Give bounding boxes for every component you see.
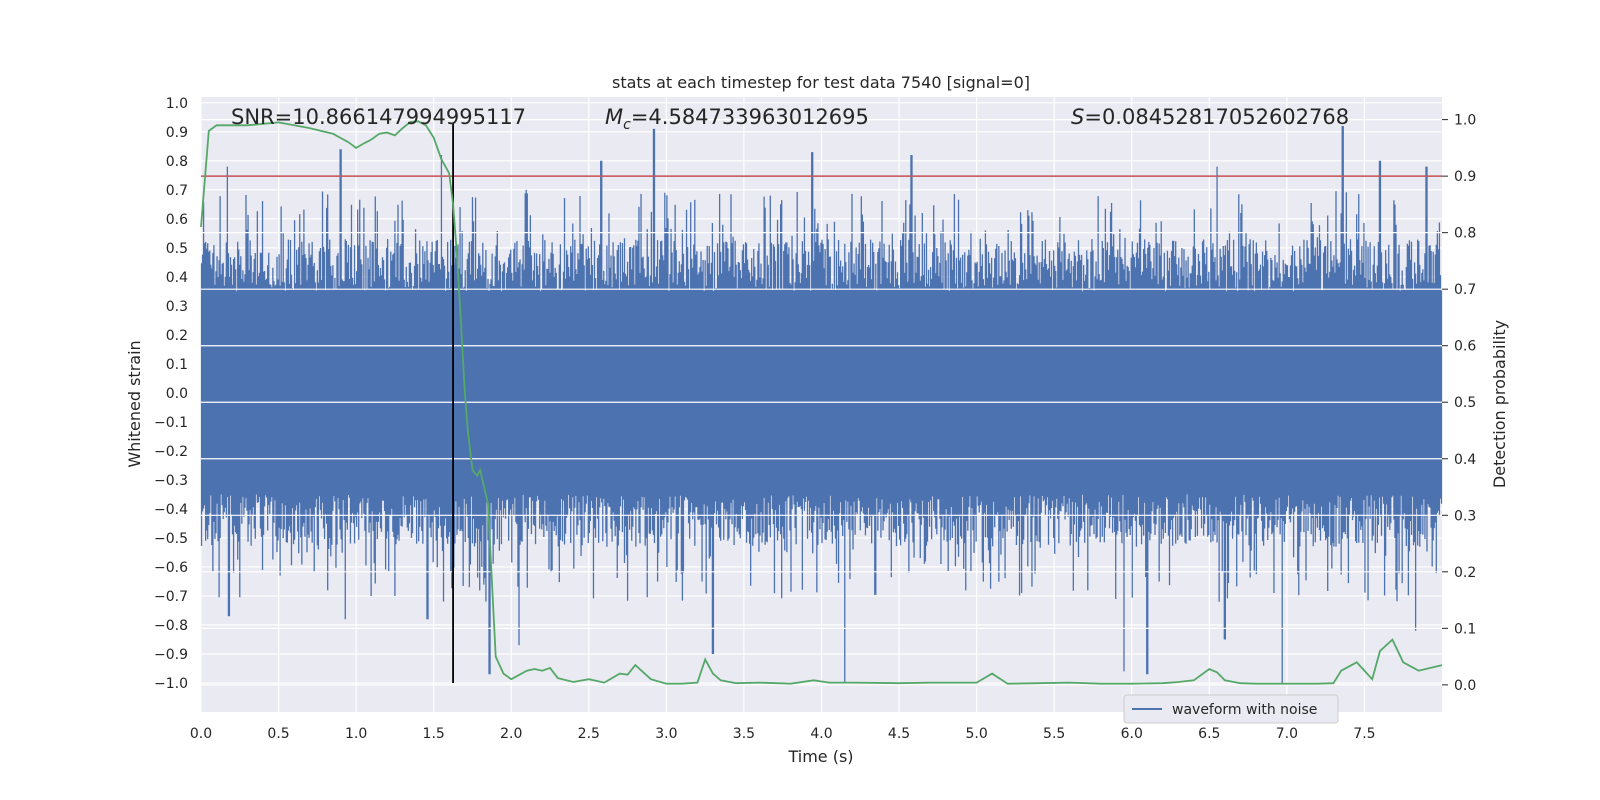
chirp-mass-annotation: Mc=4.584733963012695: [605, 105, 869, 133]
x-tick-label: 3.5: [733, 726, 755, 742]
x-tick-label: 7.0: [1276, 726, 1298, 742]
y-tick-label: −0.4: [154, 502, 188, 518]
x-tick-label: 5.0: [965, 726, 987, 742]
x-tick-label: 6.0: [1121, 726, 1143, 742]
s-annotation: S=0.08452817052602768: [1071, 105, 1349, 129]
y2-tick-label: 0.7: [1454, 282, 1476, 298]
chirp-mass-value: =4.584733963012695: [631, 105, 869, 129]
y2-tick-label: 0.3: [1454, 508, 1476, 524]
y-axis-ticks: 1.0 0.9 0.8 0.7 0.6 0.5 0.4 0.3 0.2 0.1 0.0 −0.1 −0.…: [154, 96, 188, 692]
y-tick-label: 0.2: [166, 328, 188, 344]
y-tick-label: 0.5: [166, 241, 188, 257]
y-tick-label: 0.3: [166, 299, 188, 315]
x-axis-label: Time (s): [787, 747, 853, 766]
y-tick-label: 0.0: [166, 386, 188, 402]
y2-axis-label: Detection probability: [1490, 320, 1509, 488]
legend-box: [1123, 694, 1339, 724]
y2-tick-label: 0.5: [1454, 395, 1476, 411]
probability-line: [200, 120, 1443, 685]
y2-tick-label: 0.4: [1454, 452, 1476, 468]
x-tick-label: 1.5: [423, 726, 445, 742]
y-tick-label: 1.0: [166, 96, 188, 112]
waveform-series: [200, 126, 1443, 683]
chirp-mass-symbol: M: [605, 105, 623, 129]
y-tick-label: −0.6: [154, 560, 188, 576]
x-tick-label: 3.0: [655, 726, 677, 742]
x-tick-label: 6.5: [1198, 726, 1220, 742]
y-tick-label: 0.4: [166, 270, 188, 286]
legend-label: waveform with noise: [1172, 702, 1317, 718]
y2-tick-label: 0.9: [1454, 169, 1476, 185]
x-tick-label: 0.0: [190, 726, 212, 742]
x-tick-label: 2.5: [578, 726, 600, 742]
x-tick-label: 4.5: [888, 726, 910, 742]
y2-tick-label: 0.1: [1454, 621, 1476, 637]
y2-tick-label: 0.8: [1454, 226, 1476, 242]
chirp-mass-subscript: c: [623, 117, 631, 133]
legend: waveform with noise: [1123, 694, 1339, 724]
y2-tick-label: 0.0: [1454, 678, 1476, 694]
y-tick-label: 0.8: [166, 154, 188, 170]
y-tick-label: −0.8: [154, 618, 188, 634]
x-tick-label: 7.5: [1353, 726, 1375, 742]
x-axis-ticks: 0.0 0.5 1.0 1.5 2.0 2.5 3.0 3.5 4.0 4.5 5.0 5.5 6.0 6…: [190, 726, 1376, 742]
s-symbol: S: [1071, 105, 1084, 129]
y-tick-label: −0.9: [154, 647, 188, 663]
y2-tick-label: 1.0: [1454, 113, 1476, 129]
y-tick-label: −0.5: [154, 531, 188, 547]
y2-axis-ticks: 1.0 0.9 0.8 0.7 0.6 0.5 0.4 0.3 0.2 0.1 0.0: [1442, 113, 1476, 694]
y2-tick-label: 0.6: [1454, 339, 1476, 355]
y-tick-label: 0.9: [166, 125, 188, 141]
y-tick-label: −0.2: [154, 444, 188, 460]
y-tick-label: 0.6: [166, 212, 188, 228]
x-tick-label: 4.0: [810, 726, 832, 742]
y2-tick-label: 0.2: [1454, 565, 1476, 581]
y-tick-label: 0.7: [166, 183, 188, 199]
snr-annotation: SNR=10.866147994995117: [231, 105, 526, 129]
x-tick-label: 5.5: [1043, 726, 1065, 742]
y-tick-label: −0.1: [154, 415, 188, 431]
y-tick-label: −1.0: [154, 676, 188, 692]
y-axis-label: Whitened strain: [125, 340, 144, 467]
chart-title: stats at each timestep for test data 754…: [612, 73, 1030, 92]
x-tick-label: 2.0: [500, 726, 522, 742]
y-tick-label: 0.1: [166, 357, 188, 373]
y-tick-label: −0.3: [154, 473, 188, 489]
y-tick-label: −0.7: [154, 589, 188, 605]
s-value: =0.08452817052602768: [1084, 105, 1349, 129]
waveform-core: [201, 305, 1442, 480]
x-tick-label: 1.0: [345, 726, 367, 742]
x-tick-label: 0.5: [267, 726, 289, 742]
